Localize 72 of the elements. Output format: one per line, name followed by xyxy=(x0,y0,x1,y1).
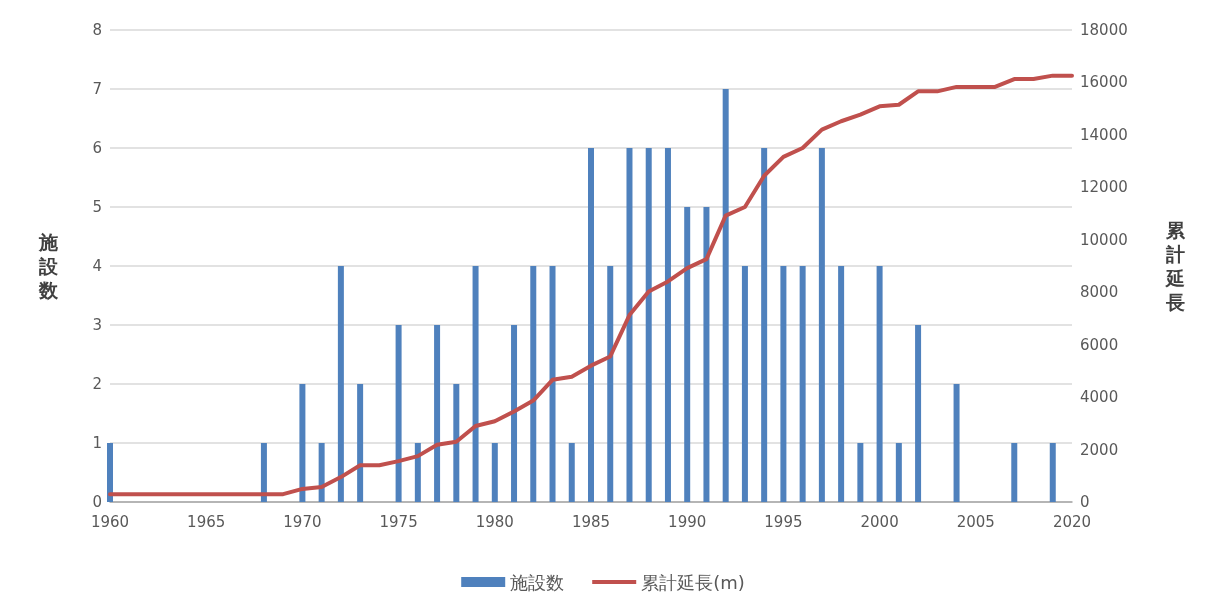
bar xyxy=(549,266,556,502)
x-tick-label: 2005 xyxy=(956,512,995,531)
bar xyxy=(1011,443,1018,502)
bar xyxy=(107,443,113,502)
x-tick-label: 1985 xyxy=(571,512,611,531)
bar xyxy=(857,443,864,502)
y-tick-label: 4 xyxy=(92,257,102,275)
x-tick-label: 2000 xyxy=(860,512,899,531)
y-tick-label: 6 xyxy=(92,139,102,157)
legend-label: 施設数 xyxy=(510,571,565,593)
bar xyxy=(664,148,671,502)
x-tick-label: 1980 xyxy=(475,512,514,531)
y2-tick-label: 10000 xyxy=(1080,230,1128,249)
bar xyxy=(741,266,748,502)
bar xyxy=(838,266,845,502)
bar xyxy=(761,148,768,502)
bar xyxy=(472,266,479,502)
bar xyxy=(318,443,325,502)
y-tick-label: 8 xyxy=(92,21,102,39)
bar xyxy=(588,148,594,502)
bar xyxy=(722,89,729,502)
bar xyxy=(260,443,267,502)
bar xyxy=(645,148,652,502)
bar xyxy=(1049,443,1056,502)
bar xyxy=(453,384,460,502)
bar xyxy=(684,207,691,502)
y2-axis-title: 累計延長 xyxy=(1164,218,1186,314)
bar xyxy=(876,266,883,502)
x-tick-label: 2020 xyxy=(1052,512,1092,531)
x-tick-label: 1960 xyxy=(90,512,130,531)
x-tick-label: 1990 xyxy=(668,512,707,531)
bar xyxy=(357,384,364,502)
y2-tick-label: 12000 xyxy=(1080,178,1128,197)
y2-tick-label: 18000 xyxy=(1080,21,1128,39)
y-tick-label: 5 xyxy=(92,198,102,216)
bar xyxy=(626,148,633,502)
bar xyxy=(530,266,537,502)
bar xyxy=(799,266,806,502)
bar xyxy=(337,266,344,502)
bar xyxy=(299,384,306,502)
y-tick-label: 7 xyxy=(92,80,102,98)
bar xyxy=(491,443,498,502)
legend-label: 累計延長(m) xyxy=(641,571,745,593)
y-tick-label: 3 xyxy=(92,316,102,334)
y-tick-label: 2 xyxy=(92,375,102,393)
y2-tick-label: 14000 xyxy=(1080,125,1128,144)
bar xyxy=(434,325,441,502)
x-tick-label: 1965 xyxy=(187,512,226,531)
bar xyxy=(953,384,960,502)
bar xyxy=(607,266,614,502)
y2-tick-label: 6000 xyxy=(1080,335,1119,354)
bar xyxy=(915,325,922,502)
y-tick-label: 1 xyxy=(92,434,102,452)
x-tick-label: 1970 xyxy=(283,512,322,531)
y2-tick-label: 8000 xyxy=(1080,283,1119,302)
bar xyxy=(818,148,825,502)
y2-tick-label: 4000 xyxy=(1080,388,1119,407)
x-tick-label: 1995 xyxy=(764,512,803,531)
bar xyxy=(511,325,518,502)
y2-tick-label: 2000 xyxy=(1080,440,1119,459)
bar xyxy=(414,443,421,502)
bar xyxy=(703,207,710,502)
x-tick-label: 1975 xyxy=(379,512,418,531)
bar xyxy=(895,443,902,502)
y2-tick-label: 0 xyxy=(1080,493,1090,511)
bar xyxy=(780,266,787,502)
line-series xyxy=(108,73,1074,497)
y-tick-label: 0 xyxy=(92,493,102,511)
y-axis-title: 施設数 xyxy=(37,230,59,302)
y2-tick-label: 16000 xyxy=(1080,73,1128,92)
bar xyxy=(395,325,402,502)
bar xyxy=(568,443,575,502)
